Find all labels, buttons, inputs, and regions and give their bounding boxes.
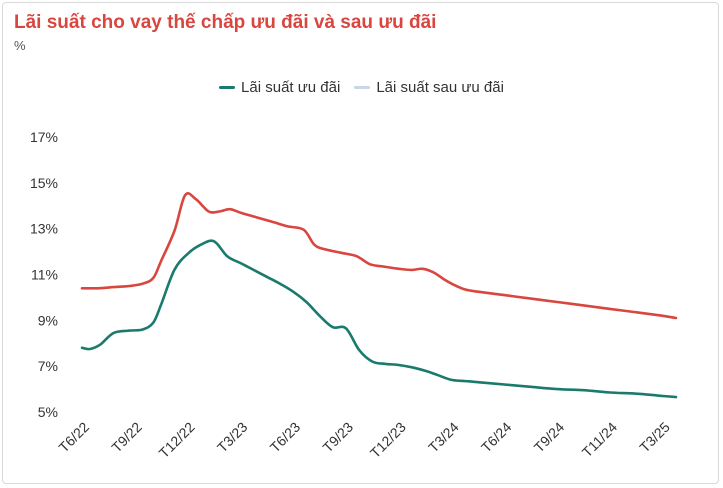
legend-swatch-sau-uu-dai (354, 86, 371, 89)
x-tick-label: T12/22 (156, 419, 198, 461)
x-tick-label: T12/23 (367, 419, 409, 461)
x-tick-label: T6/24 (478, 419, 515, 456)
x-tick-label: T3/25 (636, 419, 673, 456)
x-tick-label: T6/23 (267, 419, 304, 456)
legend-swatch-uu-dai (219, 86, 236, 89)
series-line-sau-uu-dai (80, 192, 678, 320)
y-tick-label: 7% (38, 358, 58, 374)
y-tick-label: 13% (30, 221, 58, 237)
x-tick-label: T9/23 (319, 419, 356, 456)
y-tick-label: 15% (30, 175, 58, 191)
y-tick-label: 5% (38, 404, 58, 420)
y-tick-label: 17% (30, 129, 58, 145)
x-tick-label: T3/24 (425, 419, 462, 456)
x-tick-label: T6/22 (55, 419, 92, 456)
legend-label-uu-dai: Lãi suất ưu đãi (241, 79, 341, 96)
y-tick-label: 11% (31, 267, 58, 283)
legend-item-uu-dai: Lãi suất ưu đãi (219, 79, 340, 96)
x-tick-label: T9/22 (108, 419, 145, 456)
x-tick-label: T3/23 (214, 419, 251, 456)
legend-label-sau-uu-dai: Lãi suất sau ưu đãi (376, 79, 504, 96)
chart-legend: Lãi suất ưu đãi Lãi suất sau ưu đãi (0, 79, 723, 96)
x-tick-label: T11/24 (579, 419, 621, 461)
series-line-uu-dai (80, 239, 678, 399)
chart-title: Lãi suất cho vay thế chấp ưu đãi và sau … (14, 12, 437, 33)
y-tick-label: 9% (38, 312, 58, 328)
legend-item-sau-uu-dai: Lãi suất sau ưu đãi (354, 79, 504, 96)
chart-frame (2, 2, 719, 484)
x-tick-label: T9/24 (531, 419, 568, 456)
chart-unit: % (14, 38, 26, 53)
